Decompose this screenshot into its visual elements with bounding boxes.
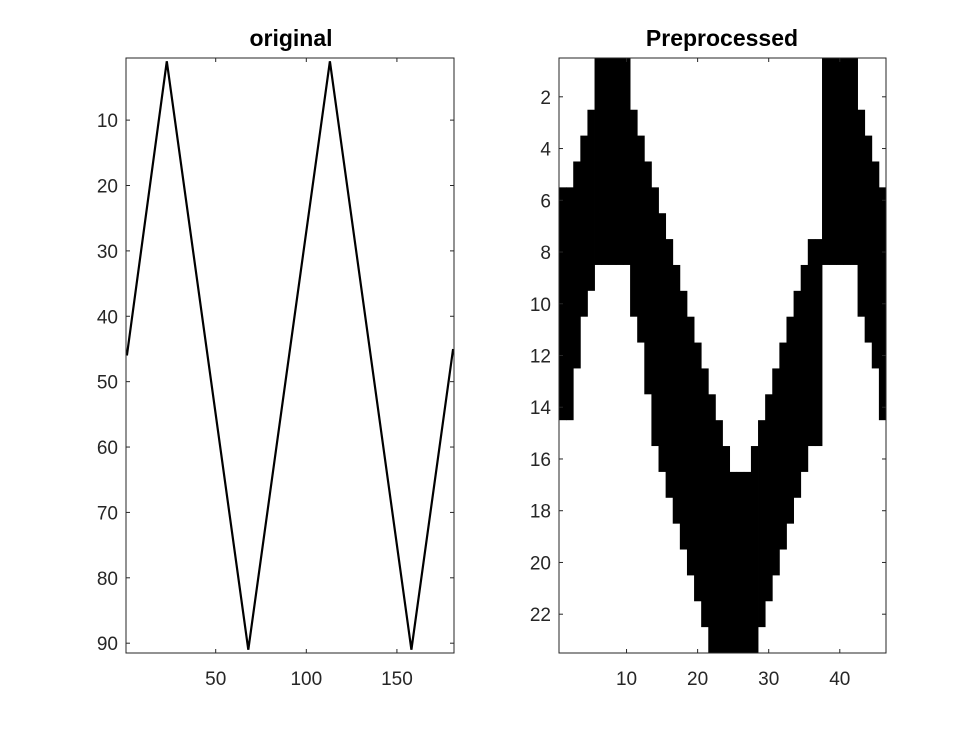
original-ytick-label: 70 — [97, 503, 118, 524]
preprocessed-ytick-label: 22 — [530, 605, 551, 626]
preprocessed-pixel-column-34 — [793, 290, 802, 498]
preprocessed-ytick-label: 12 — [530, 347, 551, 368]
preprocessed-pixel-column-27 — [743, 471, 752, 653]
preprocessed-pixel-column-5 — [587, 109, 595, 291]
preprocessed-pixel-column-8 — [608, 58, 617, 265]
original-ticks: 50 100 150 10 20 30 40 50 60 70 80 90 — [97, 58, 454, 690]
original-ytick-label: 30 — [97, 242, 118, 263]
preprocessed-pixel-column-7 — [601, 58, 610, 265]
preprocessed-pixel-column-41 — [843, 58, 851, 265]
preprocessed-pixel-column-32 — [779, 342, 787, 550]
preprocessed-ytick-label: 14 — [530, 398, 552, 419]
original-image — [125, 61, 455, 650]
original-xtick-label: 150 — [381, 669, 413, 690]
preprocessed-pixel-column-2 — [566, 187, 574, 421]
preprocessed-image — [559, 58, 887, 653]
preprocessed-pixel-column-43 — [857, 109, 866, 317]
preprocessed-ytick-label: 20 — [530, 553, 551, 574]
preprocessed-pixel-column-19 — [686, 316, 695, 576]
preprocessed-pixel-column-37 — [814, 239, 823, 447]
preprocessed-pixel-column-21 — [701, 368, 709, 628]
original-ytick-label: 50 — [97, 373, 118, 394]
preprocessed-pixel-column-38 — [822, 58, 830, 265]
preprocessed-pixel-column-17 — [672, 264, 681, 524]
preprocessed-pixel-column-26 — [736, 471, 745, 653]
original-xtick-label: 50 — [205, 669, 226, 690]
preprocessed-pixel-column-23 — [715, 420, 723, 653]
original-ytick-label: 40 — [97, 307, 118, 328]
preprocessed-pixel-column-12 — [637, 135, 645, 343]
preprocessed-axes-frame — [558, 57, 887, 654]
preprocessed-pixel-column-29 — [758, 420, 766, 628]
preprocessed-pixel-column-9 — [615, 58, 624, 265]
preprocessed-pixel-column-25 — [729, 471, 738, 653]
preprocessed-pixel-column-45 — [871, 161, 880, 369]
preprocessed-pixel-column-16 — [665, 239, 674, 498]
original-ytick-label: 20 — [97, 177, 118, 198]
preprocessed-ytick-label: 6 — [540, 191, 551, 212]
preprocessed-pixel-column-31 — [772, 368, 780, 576]
preprocessed-pixel-column-44 — [864, 135, 873, 343]
preprocessed-pixel-column-4 — [580, 135, 588, 317]
preprocessed-pixel-column-30 — [765, 394, 773, 602]
original-zigzag-line — [125, 61, 455, 650]
original-ytick-label: 10 — [97, 111, 118, 132]
preprocessed-pixel-column-36 — [807, 239, 816, 447]
preprocessed-panel: Preprocessed 10 20 30 40 2 4 6 8 10 12 14 16 18 20 22 — [530, 25, 887, 690]
preprocessed-pixel-column-42 — [850, 58, 858, 265]
preprocessed-title: Preprocessed — [646, 25, 798, 51]
preprocessed-pixel-column-22 — [708, 394, 716, 653]
preprocessed-ticks: 10 20 30 40 2 4 6 8 10 12 14 16 18 20 22 — [530, 58, 886, 690]
preprocessed-ytick-label: 2 — [540, 88, 551, 109]
preprocessed-pixel-column-20 — [694, 342, 702, 602]
preprocessed-pixel-column-15 — [658, 213, 667, 472]
preprocessed-xtick-label: 20 — [687, 669, 708, 690]
original-xtick-label: 100 — [290, 669, 322, 690]
preprocessed-pixel-column-35 — [800, 264, 809, 472]
preprocessed-pixel-column-40 — [836, 58, 844, 265]
preprocessed-ytick-label: 8 — [540, 243, 551, 264]
preprocessed-pixel-column-28 — [750, 446, 759, 653]
preprocessed-xtick-label: 10 — [616, 669, 637, 690]
original-axes-frame — [125, 57, 455, 654]
preprocessed-pixel-column-14 — [651, 187, 659, 447]
preprocessed-ytick-label: 4 — [540, 140, 551, 161]
original-title: original — [249, 25, 332, 51]
preprocessed-xtick-label: 30 — [758, 669, 779, 690]
preprocessed-ytick-label: 16 — [530, 450, 551, 471]
original-ytick-label: 80 — [97, 569, 118, 590]
preprocessed-ytick-label: 10 — [530, 295, 551, 316]
preprocessed-pixel-column-13 — [644, 161, 652, 395]
preprocessed-pixel-column-6 — [594, 58, 603, 265]
original-panel: original 50 100 150 10 20 30 40 50 60 70 80 90 — [97, 25, 455, 690]
original-ytick-label: 90 — [97, 634, 118, 655]
preprocessed-pixel-column-18 — [679, 290, 688, 550]
preprocessed-pixel-column-24 — [722, 446, 731, 653]
preprocessed-ytick-label: 18 — [530, 502, 551, 523]
preprocessed-pixel-column-3 — [573, 161, 581, 369]
preprocessed-pixel-column-39 — [829, 58, 837, 265]
preprocessed-xtick-label: 40 — [829, 669, 850, 690]
original-ytick-label: 60 — [97, 438, 118, 459]
preprocessed-pixel-column-11 — [630, 109, 638, 317]
preprocessed-pixel-column-33 — [786, 316, 794, 524]
preprocessed-pixel-column-10 — [622, 58, 631, 265]
